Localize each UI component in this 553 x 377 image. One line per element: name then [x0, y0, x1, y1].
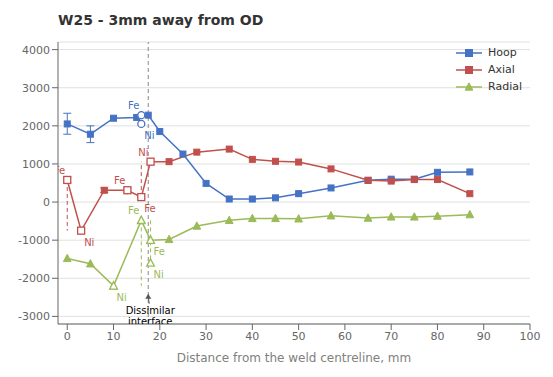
html-text:Hoop: Hoop	[488, 46, 517, 59]
svg-text:-1000: -1000	[18, 234, 50, 247]
svg-text:Fe: Fe	[128, 100, 139, 111]
svg-text:Ni: Ni	[144, 130, 154, 141]
svg-text:50: 50	[292, 330, 306, 343]
svg-text:90: 90	[477, 330, 491, 343]
svg-text:Ni: Ni	[117, 292, 127, 303]
html-text:Axial: Axial	[488, 63, 515, 76]
svg-text:80: 80	[430, 330, 444, 343]
svg-text:0: 0	[64, 330, 71, 343]
svg-text:Fe: Fe	[154, 246, 165, 257]
svg-text:Ni: Ni	[154, 269, 164, 280]
svg-text:Fe: Fe	[128, 205, 139, 216]
svg-text:Fe: Fe	[144, 203, 155, 214]
svg-text:20: 20	[153, 330, 167, 343]
svg-text:1000: 1000	[22, 158, 50, 171]
html-text:Radial: Radial	[488, 80, 522, 93]
svg-text:100: 100	[520, 330, 541, 343]
svg-text:-3000: -3000	[18, 310, 50, 323]
svg-text:0: 0	[43, 196, 50, 209]
svg-text:40: 40	[245, 330, 259, 343]
svg-text:Dissimilarinterface: Dissimilarinterface	[126, 305, 176, 324]
html-text:W25 - 3mm away from OD: W25 - 3mm away from OD	[58, 12, 264, 28]
svg-text:Fe: Fe	[114, 175, 125, 186]
svg-text:10: 10	[107, 330, 121, 343]
svg-text:Ni: Ni	[84, 237, 94, 248]
svg-text:2000: 2000	[22, 120, 50, 133]
svg-text:60: 60	[338, 330, 352, 343]
svg-text:70: 70	[384, 330, 398, 343]
svg-text:-2000: -2000	[18, 272, 50, 285]
svg-text:3000: 3000	[22, 82, 50, 95]
svg-text:Ni: Ni	[138, 147, 148, 158]
svg-text:30: 30	[199, 330, 213, 343]
svg-text:4000: 4000	[22, 44, 50, 57]
svg-text:Fe: Fe	[58, 165, 65, 176]
svg-text:Distance from the weld centrel: Distance from the weld centreline, mm	[177, 351, 412, 365]
